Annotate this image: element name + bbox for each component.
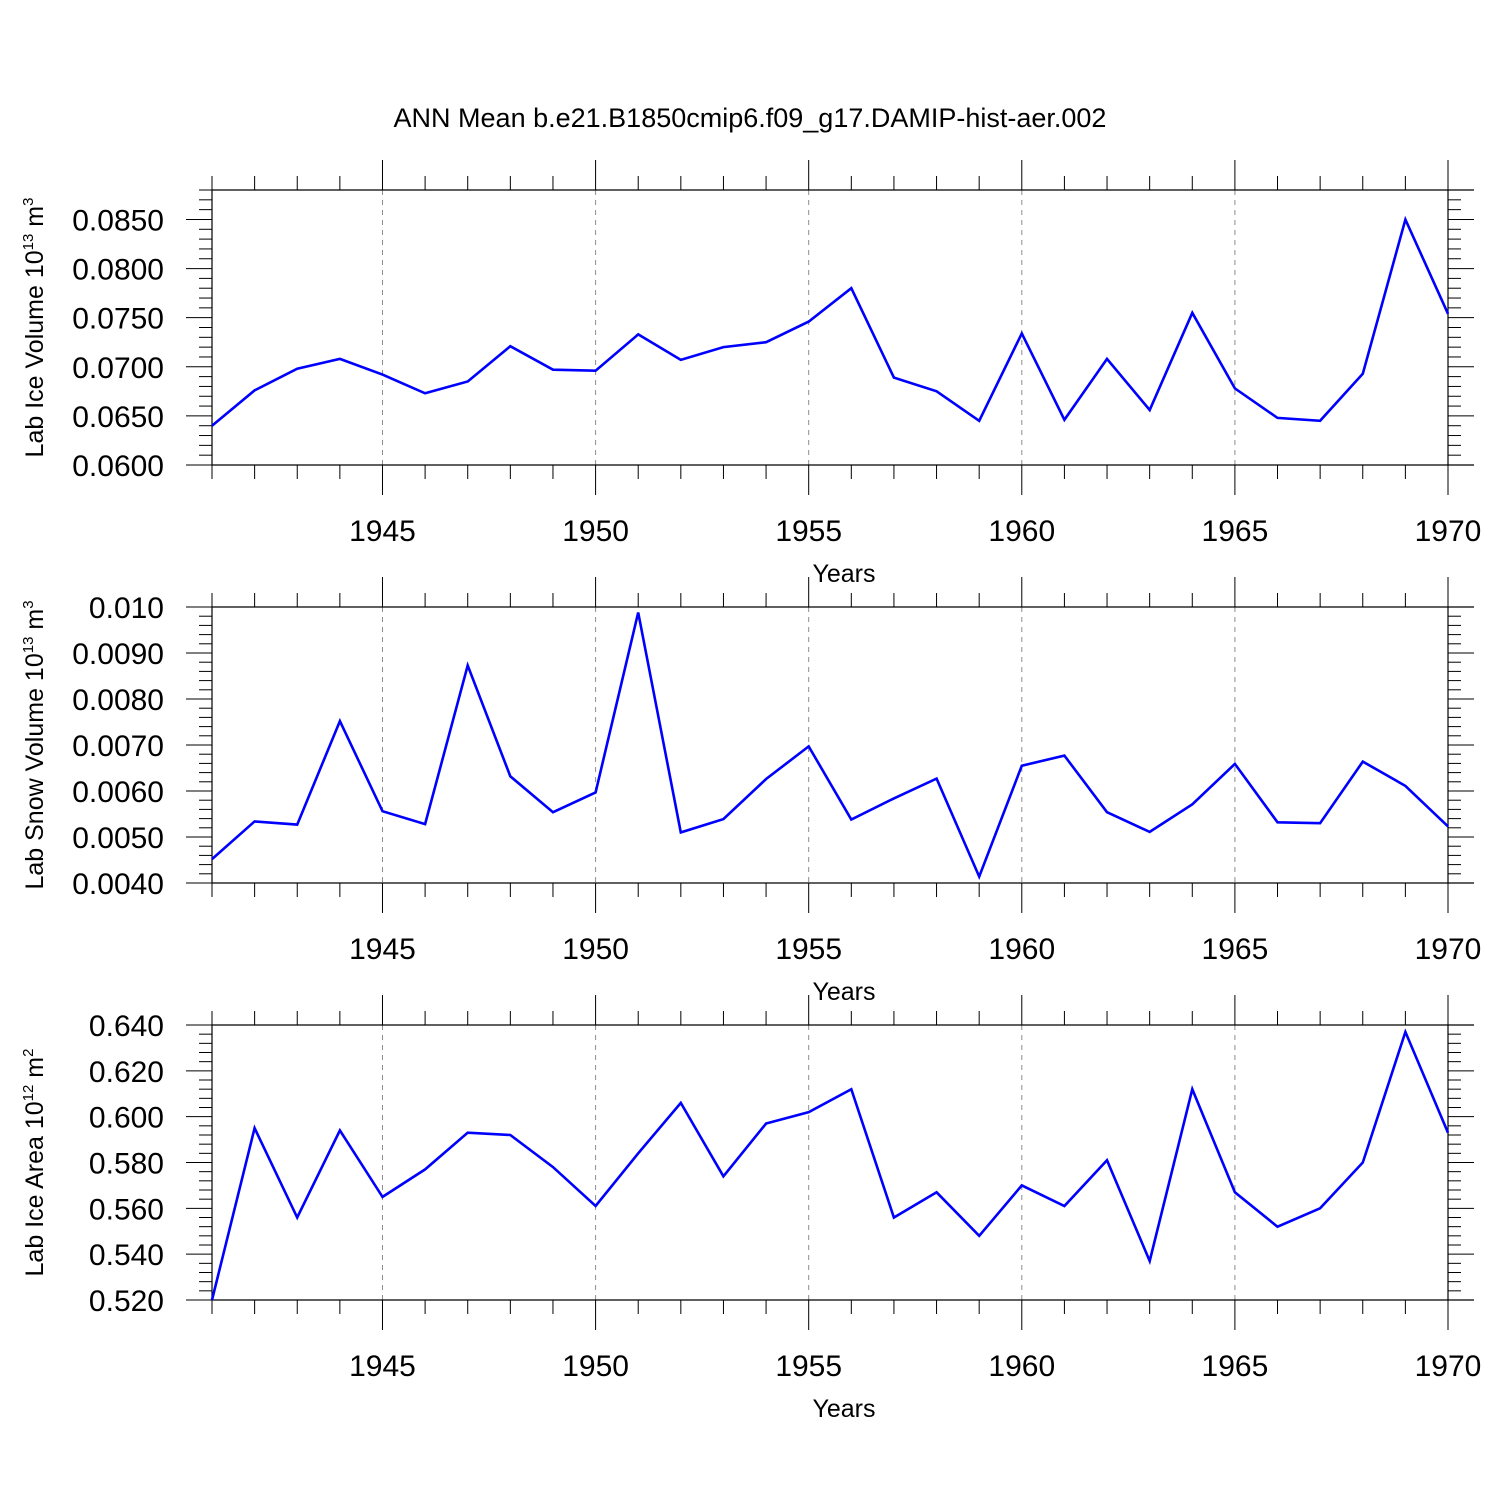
- series-line: [211, 215, 1450, 427]
- x-tick-label: 1970: [1415, 933, 1482, 966]
- y-tick-label: 0.0600: [72, 450, 164, 483]
- x-tick-label: 1945: [349, 515, 416, 548]
- x-tick-label: 1965: [1202, 933, 1269, 966]
- chart-title: ANN Mean b.e21.B1850cmip6.f09_g17.DAMIP-…: [394, 103, 1107, 133]
- y-tick-label: 0.0700: [72, 352, 164, 385]
- y-tick-label: 0.540: [89, 1239, 164, 1272]
- x-tick-label: 1960: [988, 1350, 1055, 1383]
- y-tick-label: 0.0090: [72, 638, 164, 671]
- y-tick-label: 0.0800: [72, 254, 164, 287]
- y-axis-title-unit: m: [21, 609, 49, 637]
- x-tick-label: 1970: [1415, 515, 1482, 548]
- y-tick-label: 0.640: [89, 1010, 164, 1043]
- y-axis-title-unit: m: [21, 206, 49, 234]
- x-tick-label: 1955: [775, 1350, 842, 1383]
- y-axis-title-text: Lab Ice Area 10: [21, 1101, 49, 1276]
- y-axis-title-unit-exponent: 3: [20, 198, 37, 206]
- y-tick-label: 0.600: [89, 1102, 164, 1135]
- x-tick-label: 1965: [1202, 1350, 1269, 1383]
- y-tick-label: 0.560: [89, 1193, 164, 1226]
- y-axis-title: Lab Ice Area 1012 m2: [20, 1049, 49, 1277]
- y-tick-label: 0.620: [89, 1056, 164, 1089]
- chart-panel: 1945 1950 1955 1960 1965 1970 0.0040 0.0050 0.00…: [20, 577, 1481, 1006]
- y-tick-label: 0.520: [89, 1285, 164, 1318]
- x-tick-label: 1950: [562, 515, 629, 548]
- x-axis-title: Years: [812, 560, 875, 588]
- x-tick-label: 1965: [1202, 515, 1269, 548]
- y-tick-label: 0.010: [89, 592, 164, 625]
- x-tick-label: 1955: [775, 515, 842, 548]
- x-tick-label: 1950: [562, 1350, 629, 1383]
- y-axis-title-unit: m: [21, 1057, 49, 1085]
- y-axis-title-exponent: 13: [20, 637, 37, 654]
- y-tick-label: 0.0850: [72, 204, 164, 237]
- y-tick-label: 0.0650: [72, 401, 164, 434]
- x-tick-label: 1945: [349, 933, 416, 966]
- y-tick-label: 0.0050: [72, 822, 164, 855]
- y-tick-label: 0.0080: [72, 684, 164, 717]
- y-tick-label: 0.0070: [72, 730, 164, 763]
- chart-panel: 1945 1950 1955 1960 1965 1970 0.0600 0.0650 0.07…: [20, 160, 1481, 588]
- chart-panel: 1945 1950 1955 1960 1965 1970 0.520 0.540 0.560 0…: [20, 995, 1481, 1423]
- y-tick-label: 0.0750: [72, 303, 164, 336]
- x-axis-title: Years: [812, 1395, 875, 1423]
- y-axis-title-exponent: 13: [20, 234, 37, 251]
- y-tick-label: 0.0040: [72, 868, 164, 901]
- y-axis-title: Lab Snow Volume 1013 m3: [20, 600, 49, 889]
- y-tick-label: 0.0060: [72, 776, 164, 809]
- y-axis-title-unit-exponent: 3: [20, 600, 37, 608]
- y-axis-title-text: Lab Ice Volume 10: [21, 250, 49, 457]
- y-axis-title-text: Lab Snow Volume 10: [21, 653, 49, 889]
- x-axis-title: Years: [812, 978, 875, 1006]
- x-tick-label: 1960: [988, 933, 1055, 966]
- y-axis-title-exponent: 12: [20, 1085, 37, 1102]
- chart-panels: 1945 1950 1955 1960 1965 1970 0.0600 0.0650 0.07…: [20, 160, 1481, 1423]
- series-line: [210, 1028, 1450, 1301]
- y-tick-label: 0.580: [89, 1148, 164, 1181]
- series-line: [211, 612, 1449, 881]
- x-tick-label: 1955: [775, 933, 842, 966]
- y-axis-title: Lab Ice Volume 1013 m3: [20, 198, 49, 458]
- y-axis-title-unit-exponent: 2: [20, 1049, 37, 1057]
- x-tick-label: 1945: [349, 1350, 416, 1383]
- x-tick-label: 1950: [562, 933, 629, 966]
- x-tick-label: 1970: [1415, 1350, 1482, 1383]
- x-tick-label: 1960: [988, 515, 1055, 548]
